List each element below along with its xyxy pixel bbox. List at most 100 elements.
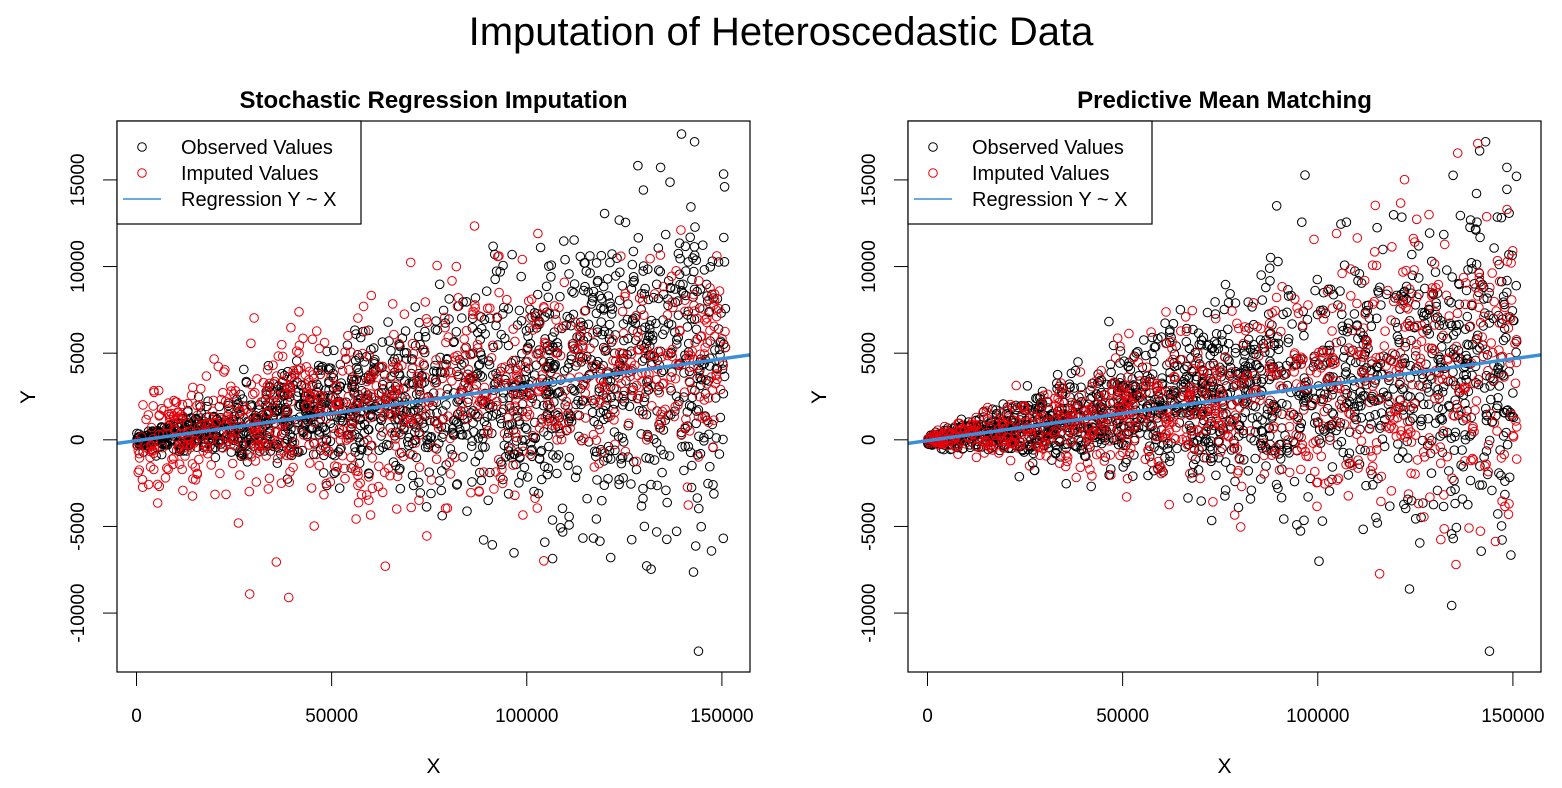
observed-point xyxy=(1355,424,1365,435)
imputed-point xyxy=(344,365,354,375)
imputed-point xyxy=(1439,524,1449,534)
imputed-point xyxy=(346,347,356,357)
observed-point xyxy=(1349,401,1360,412)
observed-point xyxy=(677,442,687,452)
imputed-point xyxy=(526,294,537,305)
imputed-point xyxy=(1427,291,1437,301)
imputed-point xyxy=(510,428,521,438)
imputed-point xyxy=(1195,473,1206,484)
imputed-point xyxy=(1122,473,1133,484)
imputed-point xyxy=(695,349,706,360)
imputed-point xyxy=(414,430,425,440)
imputed-point xyxy=(346,422,357,433)
observed-point xyxy=(1379,441,1390,452)
imputed-point xyxy=(156,403,167,414)
observed-point xyxy=(1481,446,1492,456)
observed-point xyxy=(553,387,564,398)
imputed-point xyxy=(631,456,642,467)
observed-point xyxy=(527,444,537,455)
observed-point xyxy=(1361,480,1371,491)
imputed-point xyxy=(1191,408,1201,419)
observed-point xyxy=(591,258,602,268)
observed-point xyxy=(1273,344,1284,355)
observed-point xyxy=(614,215,625,225)
imputed-point xyxy=(1358,323,1369,334)
imputed-point xyxy=(274,438,284,448)
imputed-point xyxy=(535,317,545,328)
imputed-point xyxy=(141,414,151,425)
imputed-point xyxy=(379,409,390,419)
observed-point xyxy=(493,340,503,350)
imputed-point xyxy=(176,409,186,420)
imputed-point xyxy=(188,382,198,393)
imputed-point xyxy=(685,426,695,436)
observed-point xyxy=(384,336,394,346)
imputed-point xyxy=(421,314,432,324)
imputed-point xyxy=(187,459,198,469)
observed-point xyxy=(1447,272,1457,282)
imputed-point xyxy=(1289,367,1299,377)
observed-point xyxy=(1399,286,1410,297)
imputed-point xyxy=(1297,443,1307,454)
observed-point xyxy=(630,313,640,323)
observed-point xyxy=(605,257,615,268)
imputed-point xyxy=(380,561,391,572)
imputed-point xyxy=(960,438,970,449)
imputed-point xyxy=(1489,418,1500,428)
observed-point xyxy=(330,450,340,461)
observed-point xyxy=(600,448,610,458)
y-tick-label: 5000 xyxy=(68,332,89,374)
observed-point xyxy=(428,373,438,384)
imputed-point xyxy=(1232,444,1243,454)
imputed-point xyxy=(329,461,340,471)
imputed-point xyxy=(392,471,403,482)
observed-point xyxy=(564,269,574,279)
imputed-point xyxy=(594,458,604,469)
observed-point xyxy=(436,466,447,476)
imputed-point xyxy=(1417,381,1427,392)
imputed-point xyxy=(1368,299,1378,310)
observed-point xyxy=(658,329,668,340)
observed-point xyxy=(1215,384,1226,395)
imputed-point xyxy=(289,368,300,379)
observed-point xyxy=(521,326,532,336)
imputed-point xyxy=(1496,453,1507,463)
observed-point xyxy=(1451,326,1462,337)
observed-point xyxy=(708,293,719,303)
imputed-point xyxy=(1411,339,1422,350)
observed-point xyxy=(321,397,331,408)
observed-point xyxy=(548,450,558,460)
imputed-point xyxy=(1177,354,1187,365)
imputed-point xyxy=(146,422,157,433)
imputed-point xyxy=(444,457,455,468)
imputed-point xyxy=(676,225,686,235)
imputed-point xyxy=(597,447,608,457)
observed-point xyxy=(638,185,649,195)
observed-point xyxy=(451,327,462,337)
observed-point xyxy=(564,453,575,463)
observed-point xyxy=(1414,273,1424,283)
imputed-point xyxy=(707,385,718,395)
imputed-point xyxy=(353,313,363,323)
observed-point xyxy=(546,260,557,271)
observed-point xyxy=(1475,232,1485,243)
imputed-point xyxy=(550,348,561,358)
observed-point xyxy=(323,364,334,375)
observed-point xyxy=(353,364,363,375)
observed-point xyxy=(1283,285,1293,295)
observed-point xyxy=(352,350,363,360)
observed-point xyxy=(568,385,579,395)
imputed-point xyxy=(626,349,637,359)
observed-point xyxy=(1210,297,1220,307)
observed-point xyxy=(1458,461,1468,472)
imputed-point xyxy=(1238,338,1249,349)
observed-point xyxy=(1489,243,1499,253)
imputed-point xyxy=(543,395,553,406)
observed-point xyxy=(1202,340,1212,351)
observed-point xyxy=(1153,392,1164,402)
observed-point xyxy=(627,391,637,402)
imputed-point xyxy=(1403,489,1414,499)
observed-point xyxy=(1502,287,1512,298)
imputed-point xyxy=(1505,313,1516,324)
observed-point xyxy=(1442,427,1453,438)
